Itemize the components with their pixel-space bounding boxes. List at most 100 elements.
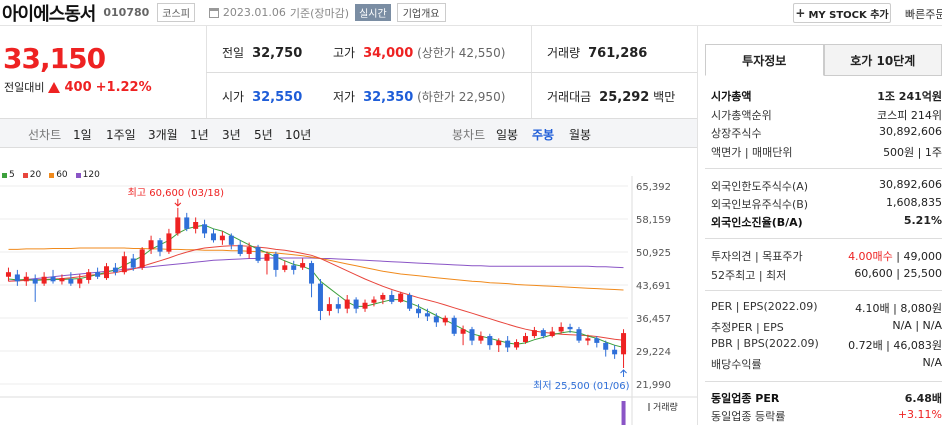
info-value: 6.48배 [904, 392, 942, 405]
candle-body [353, 299, 359, 309]
candle-body [424, 313, 430, 317]
candle-body [68, 279, 74, 284]
candle-body [219, 235, 225, 241]
period-3m[interactable]: 3개월 [148, 128, 178, 142]
opinion-value: 4.00매수 [848, 250, 893, 263]
info-value: N/A [922, 356, 942, 369]
info-row: 투자의견 | 목표주가 4.00매수 | 49,000 [711, 248, 942, 264]
candle-body [130, 258, 136, 268]
period-1y[interactable]: 1년 [190, 128, 209, 142]
volume-label: 거래량 [653, 401, 678, 413]
candle-body [210, 233, 216, 241]
candle-body [442, 317, 448, 323]
ma60-line [8, 247, 624, 291]
quote-low: 저가 32,350 (하한가 22,950) [333, 90, 506, 105]
candle-body [398, 293, 404, 302]
info-value: 30,892,606 [879, 125, 942, 138]
info-label: 상장주식수 [711, 127, 762, 140]
tab-investment-info[interactable]: 투자정보 [705, 44, 824, 76]
info-row: 52주최고 | 최저 60,600 | 25,500 [711, 267, 942, 283]
candle-body [603, 342, 609, 350]
period-10y[interactable]: 10년 [285, 128, 312, 142]
candle-body [175, 217, 181, 234]
candle-body [389, 294, 395, 302]
candle-daily[interactable]: 일봉 [496, 128, 519, 142]
candle-body [193, 222, 199, 229]
candle-body [5, 272, 11, 277]
candle-body [237, 244, 243, 254]
low-annotation: 최저 25,500 (01/06) [533, 380, 629, 392]
stock-code: 010780 [103, 6, 150, 19]
candlestick-chart[interactable]: 65,392 58,159 50,925 43,691 36,457 29,224 21,9… [0, 176, 697, 425]
candle-body [585, 338, 591, 341]
target-price-value: | 49,000 [896, 250, 942, 263]
info-row: 외국인소진율(B/A) 5.21% [711, 214, 942, 230]
ma5-line [8, 224, 624, 348]
candle-body [264, 253, 270, 261]
candle-body [496, 340, 502, 346]
candle-body [460, 329, 466, 334]
candle-body [184, 217, 190, 229]
plus-icon: + [795, 6, 806, 20]
candle-body [514, 341, 520, 348]
candle-body [77, 279, 83, 284]
candle-body [371, 299, 377, 303]
candle-body [14, 274, 20, 282]
candle-body [309, 263, 315, 284]
candle-body [157, 240, 163, 252]
candle-body [59, 278, 65, 282]
candle-body [621, 333, 627, 355]
candle-body [166, 233, 172, 252]
info-label: 52주최고 | 최저 [711, 269, 787, 282]
candle-body [451, 317, 457, 334]
company-overview-button[interactable]: 기업개요 [396, 3, 446, 22]
period-3y[interactable]: 3년 [222, 128, 241, 142]
my-stock-add-button[interactable]: + MY STOCK 추가 [793, 3, 891, 23]
candle-body [549, 331, 555, 337]
info-value: 4.00매수 | 49,000 [848, 248, 942, 264]
info-label: 동일업종 PER [711, 392, 780, 405]
info-value: 1,608,835 [886, 196, 942, 209]
info-row: 시가총액순위 코스피 214위 [711, 107, 942, 123]
info-label: PBR | BPS(2022.09) [711, 337, 819, 350]
period-1d[interactable]: 1일 [73, 128, 92, 142]
tab-order-book[interactable]: 호가 10단계 [823, 44, 942, 76]
realtime-button[interactable]: 실시간 [355, 4, 391, 21]
y-tick-label: 65,392 [636, 182, 671, 193]
info-row: 외국인한도주식수(A) 30,892,606 [711, 178, 942, 194]
high-annotation: 최고 60,600 (03/18) [128, 187, 224, 199]
candle-body [326, 304, 332, 311]
market-badge: 코스피 [157, 3, 195, 22]
y-tick-label: 21,990 [636, 380, 671, 391]
info-row: 배당수익률 N/A [711, 356, 942, 372]
up-triangle-icon [48, 81, 61, 93]
high-arrow-icon [174, 198, 182, 207]
legend-ma5: 5 [2, 170, 15, 180]
quick-order-link[interactable]: 빠른주문 [905, 8, 942, 21]
candle-monthly[interactable]: 월봉 [569, 128, 592, 142]
candle-body [558, 326, 564, 332]
stock-header: 아이에스동서 010780 코스피 2023.01.06 기준(장마감) 실시간… [0, 0, 942, 26]
y-tick-label: 43,691 [636, 281, 671, 292]
candle-body [522, 336, 528, 342]
period-1w[interactable]: 1주일 [106, 128, 136, 142]
info-row: PER | EPS(2022.09) 4.10배 | 8,080원 [711, 300, 942, 316]
quote-volume: 거래량 761,286 [547, 46, 648, 61]
candle-body [112, 267, 118, 273]
candle-chart-label[interactable]: 봉차트 [452, 128, 486, 142]
current-price: 33,150 [3, 42, 106, 75]
candle-body [540, 330, 546, 337]
candle-body [469, 329, 475, 341]
info-label: 시가총액 [711, 90, 752, 103]
quote-open: 시가 32,550 [222, 90, 303, 105]
period-5y[interactable]: 5년 [254, 128, 273, 142]
line-chart-label[interactable]: 선차트 [28, 128, 62, 142]
y-tick-label: 36,457 [636, 314, 671, 325]
candle-body [282, 265, 288, 270]
chart-toolbar: 선차트 1일 1주일 3개월 1년 3년 5년 10년 봉차트 일봉 주봉 월봉 [0, 118, 697, 148]
candle-weekly[interactable]: 주봉 [532, 128, 555, 142]
y-tick-label: 29,224 [636, 347, 671, 358]
candle-body [531, 330, 537, 337]
calendar-icon [208, 7, 219, 18]
candle-body [23, 276, 29, 282]
